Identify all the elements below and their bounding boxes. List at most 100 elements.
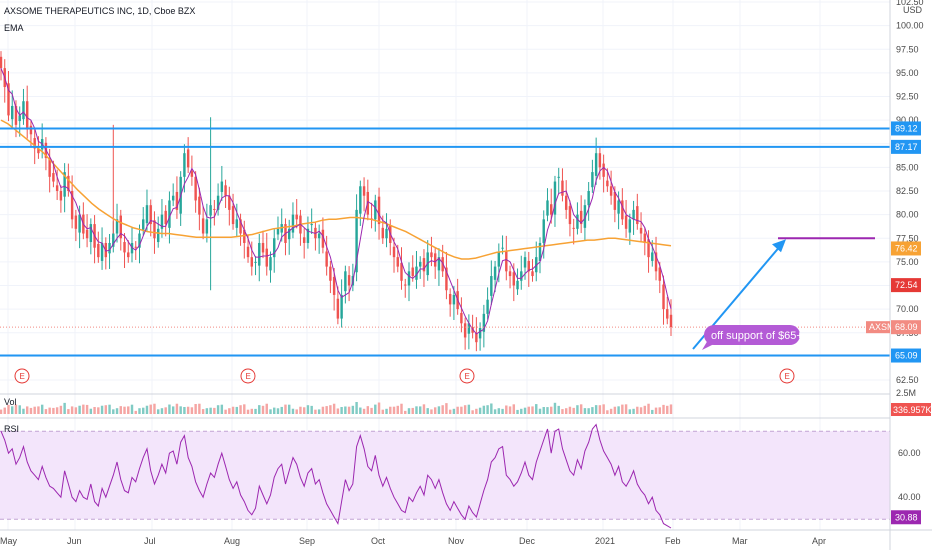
volume-bar bbox=[302, 407, 306, 414]
volume-bar bbox=[127, 406, 130, 414]
earnings-marker-label: E bbox=[246, 372, 251, 381]
candle-body bbox=[134, 246, 137, 248]
price-tag-label: 68.09 bbox=[895, 322, 918, 332]
volume-bar bbox=[186, 406, 190, 414]
volume-bar bbox=[501, 408, 504, 414]
volume-bar bbox=[164, 407, 167, 414]
volume-label[interactable]: Vol bbox=[4, 397, 17, 407]
candle-body bbox=[396, 257, 399, 267]
candle-body bbox=[190, 171, 194, 177]
volume-bar bbox=[123, 406, 126, 414]
candle-body bbox=[194, 176, 197, 201]
time-tick-label: 2021 bbox=[595, 536, 615, 546]
volume-bar bbox=[381, 409, 385, 414]
volume-bar bbox=[516, 409, 519, 414]
rsi-tick-label: 60.00 bbox=[898, 448, 921, 458]
volume-bar bbox=[377, 402, 381, 414]
volume-bar bbox=[183, 407, 186, 414]
candle-body bbox=[7, 83, 10, 116]
candle-body bbox=[205, 219, 209, 234]
volume-bar bbox=[628, 409, 632, 414]
candle-body bbox=[359, 186, 362, 214]
candle-body bbox=[628, 219, 632, 233]
volume-bar bbox=[486, 405, 489, 414]
candle-body bbox=[445, 267, 448, 291]
volume-bar bbox=[74, 407, 78, 414]
volume-bar bbox=[602, 404, 605, 414]
indicator-label[interactable]: EMA bbox=[4, 23, 24, 33]
candle-body bbox=[231, 206, 235, 225]
price-tick-label: 70.00 bbox=[896, 304, 919, 314]
candle-body bbox=[119, 215, 122, 239]
candle-body bbox=[149, 205, 152, 225]
price-tag bbox=[891, 348, 921, 363]
candle-body bbox=[658, 267, 661, 281]
rsi-tick-label: 40.00 bbox=[898, 492, 921, 502]
candle-body bbox=[321, 229, 325, 248]
volume-bar bbox=[213, 407, 216, 414]
volume-bar bbox=[523, 407, 527, 414]
candle-body bbox=[287, 228, 291, 240]
candle-body bbox=[235, 219, 239, 228]
candle-body bbox=[67, 175, 70, 191]
volume-bar bbox=[332, 403, 336, 414]
price-tag-label: 72.54 bbox=[895, 280, 918, 290]
volume-bar bbox=[351, 405, 355, 414]
volume-bar bbox=[636, 406, 639, 414]
symbol-tag-label: AXSM bbox=[869, 322, 895, 332]
time-axis[interactable]: May Jun Jul Aug Sep Oct Nov Dec 2021 Feb Mar Apr bbox=[0, 536, 826, 546]
volume-bar bbox=[153, 403, 156, 414]
candle-body bbox=[493, 266, 497, 280]
candle-body bbox=[478, 328, 482, 339]
candle-body bbox=[317, 233, 321, 239]
volume-bar bbox=[669, 404, 673, 414]
price-axis[interactable]: 102.50100.0097.5095.0092.5090.0087.5085.… bbox=[896, 0, 924, 385]
volume-bar bbox=[512, 404, 516, 414]
price-tick-label: 80.00 bbox=[896, 210, 919, 220]
candle-body bbox=[647, 239, 650, 258]
candle-body bbox=[332, 276, 336, 295]
candle-body bbox=[164, 210, 167, 225]
volume-bar bbox=[407, 408, 411, 414]
rsi-label[interactable]: RSI bbox=[4, 424, 19, 434]
volume-bar bbox=[160, 408, 164, 414]
candle-body bbox=[561, 180, 564, 196]
candle-body bbox=[52, 173, 55, 182]
volume-bar bbox=[553, 402, 557, 414]
time-tick-label: Dec bbox=[519, 536, 536, 546]
candle-body bbox=[651, 252, 654, 261]
volume-bar bbox=[527, 406, 530, 414]
volume-bar bbox=[557, 405, 560, 414]
candle-body bbox=[14, 105, 18, 125]
volume-bar bbox=[52, 407, 55, 414]
volume-bar bbox=[175, 403, 179, 414]
volume-bar bbox=[258, 405, 261, 414]
candle-body bbox=[430, 252, 433, 258]
volume-bar bbox=[48, 407, 51, 414]
candle-body bbox=[344, 271, 347, 292]
time-tick-label: May bbox=[0, 536, 18, 546]
volume-bar bbox=[355, 402, 358, 414]
candle-body bbox=[261, 242, 265, 253]
volume-bar bbox=[287, 404, 291, 414]
volume-bar bbox=[261, 405, 265, 414]
candle-body bbox=[156, 228, 160, 243]
candle-body bbox=[392, 246, 396, 258]
ma-short-line bbox=[0, 68, 672, 335]
candle-body bbox=[29, 125, 33, 135]
candle-body bbox=[171, 195, 175, 201]
volume-bar bbox=[508, 406, 512, 414]
volume-bar bbox=[40, 404, 44, 414]
candle-body bbox=[448, 294, 452, 305]
volume-bar bbox=[97, 407, 100, 414]
volume-bar bbox=[59, 405, 63, 414]
candle-body bbox=[310, 224, 313, 226]
callout-pointer bbox=[702, 340, 716, 350]
volume-bar bbox=[55, 407, 59, 414]
volume-bar bbox=[299, 406, 302, 414]
volume-bar bbox=[82, 404, 85, 414]
candle-body bbox=[291, 214, 295, 233]
volume-axis-tick: 2.5M bbox=[896, 388, 916, 398]
volume-bar bbox=[29, 407, 33, 414]
price-tag bbox=[891, 241, 921, 256]
